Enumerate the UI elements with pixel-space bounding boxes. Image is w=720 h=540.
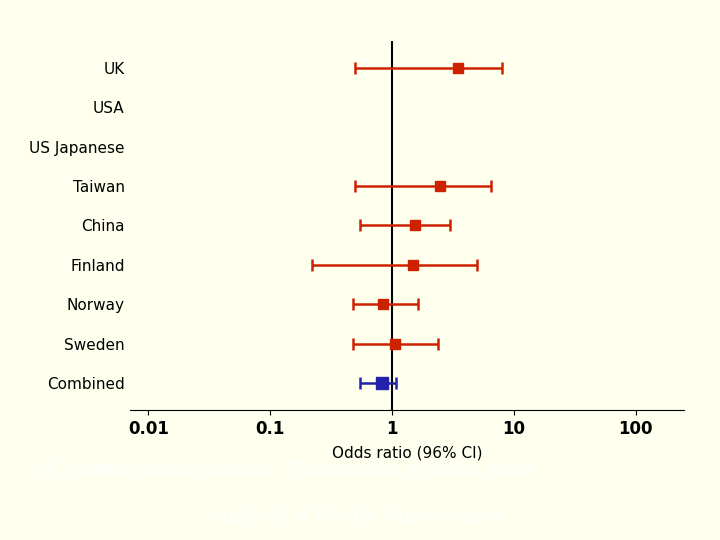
Text: analysis of cardia cancer cases.: analysis of cardia cancer cases. [211, 507, 509, 525]
Text: and gastric cancer - Prospective studies: meta-: and gastric cancer - Prospective studies… [36, 461, 541, 479]
Text: H. pylori: H. pylori [36, 461, 120, 479]
X-axis label: Odds ratio (96% CI): Odds ratio (96% CI) [331, 445, 482, 460]
